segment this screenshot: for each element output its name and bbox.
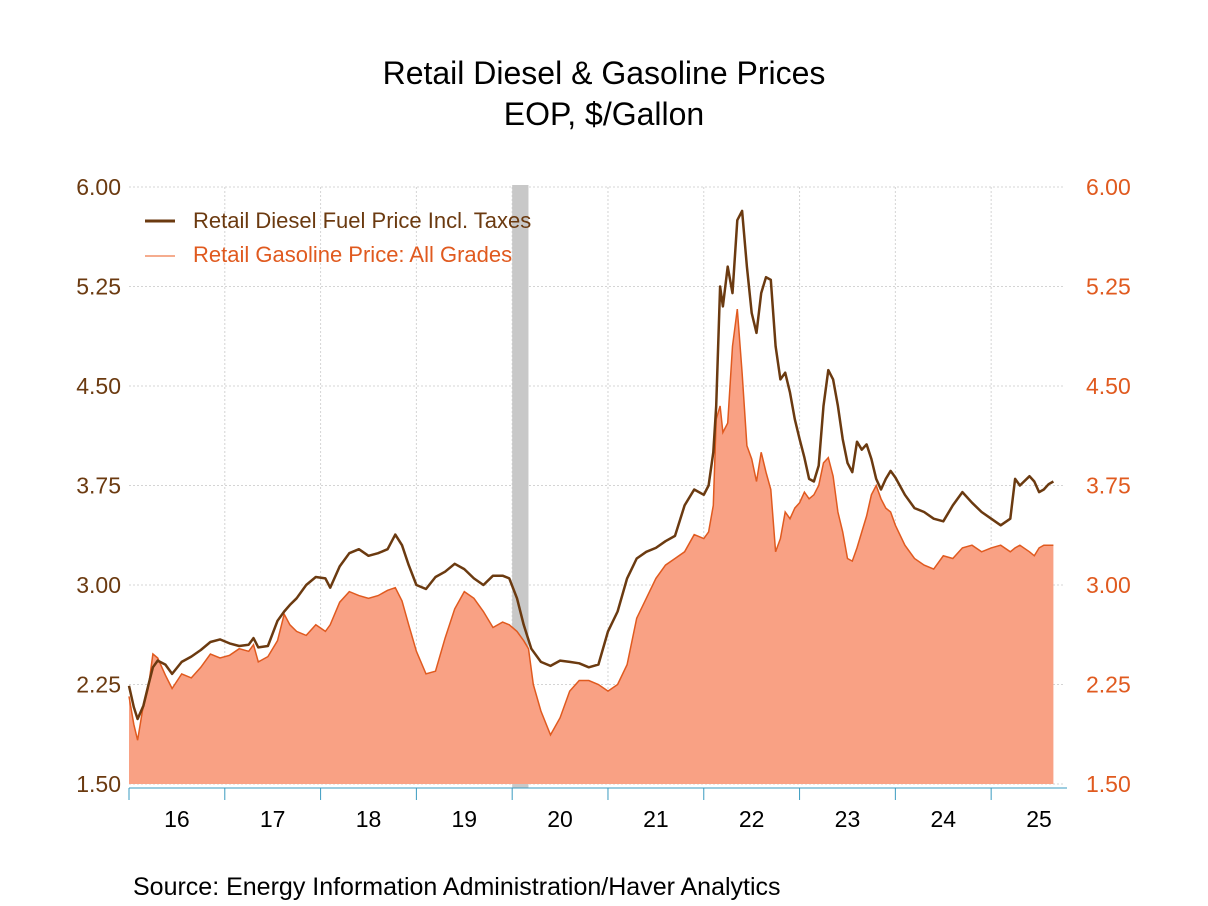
y-right-tick-label: 6.00	[1086, 174, 1131, 200]
y-left-tick-label: 5.25	[76, 274, 121, 300]
y-left-tick-label: 2.25	[76, 672, 121, 698]
tick-labels: 6.00 5.25 4.50 3.75 3.00 2.25 1.50 6.00 5.25 4.50…	[76, 174, 1131, 832]
y-right-tick-label: 1.50	[1086, 771, 1131, 797]
axes	[128, 787, 1067, 800]
y-right-tick-label: 3.00	[1086, 572, 1131, 598]
x-tick-label: 24	[930, 806, 956, 832]
chart-title: Retail Diesel & Gasoline Prices	[383, 55, 826, 91]
y-right-tick-label: 4.50	[1086, 373, 1131, 399]
legend-gasoline-label: Retail Gasoline Price: All Grades	[193, 242, 512, 267]
x-tick-label: 17	[260, 806, 286, 832]
chart-subtitle: EOP, $/Gallon	[504, 96, 704, 132]
gasoline-area	[129, 309, 1054, 784]
x-tick-label: 19	[451, 806, 477, 832]
x-tick-label: 23	[835, 806, 861, 832]
y-left-tick-label: 3.75	[76, 473, 121, 499]
gasoline-line	[128, 309, 1054, 741]
diesel-line	[127, 209, 1055, 721]
legend: Retail Diesel Fuel Price Incl. Taxes Ret…	[145, 208, 531, 267]
source-note: Source: Energy Information Administratio…	[133, 873, 781, 901]
x-tick-label: 18	[356, 806, 382, 832]
x-tick-label: 20	[547, 806, 573, 832]
y-left-tick-label: 1.50	[76, 771, 121, 797]
y-right-tick-label: 5.25	[1086, 274, 1131, 300]
x-tick-label: 22	[739, 806, 765, 832]
y-right-tick-label: 3.75	[1086, 473, 1131, 499]
y-left-tick-label: 4.50	[76, 373, 121, 399]
x-tick-label: 25	[1026, 806, 1052, 832]
x-tick-label: 21	[643, 806, 669, 832]
y-right-tick-label: 2.25	[1086, 672, 1131, 698]
series-layer	[127, 209, 1055, 784]
y-left-tick-label: 6.00	[76, 174, 121, 200]
y-left-tick-label: 3.00	[76, 572, 121, 598]
x-tick-label: 16	[164, 806, 190, 832]
legend-diesel-label: Retail Diesel Fuel Price Incl. Taxes	[193, 208, 531, 233]
